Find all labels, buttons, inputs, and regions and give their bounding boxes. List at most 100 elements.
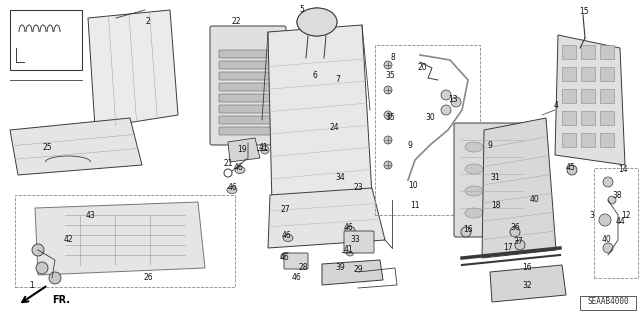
Text: 6: 6 <box>312 71 317 80</box>
Text: 31: 31 <box>490 174 500 182</box>
Circle shape <box>384 86 392 94</box>
Ellipse shape <box>281 253 291 259</box>
Text: 16: 16 <box>522 263 532 272</box>
Circle shape <box>599 214 611 226</box>
Text: 25: 25 <box>42 144 52 152</box>
Text: 46: 46 <box>281 231 291 240</box>
Text: SEAAB4000: SEAAB4000 <box>587 298 629 307</box>
Bar <box>562 45 576 59</box>
Text: 46: 46 <box>233 164 243 173</box>
Bar <box>580 296 636 310</box>
Ellipse shape <box>465 186 483 196</box>
FancyBboxPatch shape <box>219 116 277 124</box>
Bar <box>10 10 82 70</box>
Text: 17: 17 <box>503 243 513 253</box>
Text: 15: 15 <box>579 8 589 17</box>
Circle shape <box>384 61 392 69</box>
Text: 28: 28 <box>298 263 308 272</box>
Text: 35: 35 <box>385 70 395 79</box>
Bar <box>581 45 595 59</box>
Circle shape <box>384 111 392 119</box>
Text: 36: 36 <box>510 224 520 233</box>
Text: 46: 46 <box>291 273 301 283</box>
Circle shape <box>441 90 451 100</box>
FancyBboxPatch shape <box>219 105 277 113</box>
Circle shape <box>567 165 577 175</box>
Bar <box>581 89 595 103</box>
Text: 18: 18 <box>492 201 500 210</box>
Text: 46: 46 <box>280 254 290 263</box>
Circle shape <box>608 196 616 204</box>
Text: 34: 34 <box>335 174 345 182</box>
Text: 8: 8 <box>390 53 396 62</box>
Ellipse shape <box>495 208 513 218</box>
Bar <box>562 89 576 103</box>
Polygon shape <box>555 35 625 165</box>
Polygon shape <box>268 25 372 205</box>
Bar <box>600 89 614 103</box>
Text: FR.: FR. <box>52 295 70 305</box>
FancyBboxPatch shape <box>344 231 374 253</box>
Bar <box>581 133 595 147</box>
FancyBboxPatch shape <box>284 253 308 269</box>
Polygon shape <box>482 118 556 258</box>
Text: 11: 11 <box>410 201 420 210</box>
Bar <box>600 133 614 147</box>
Bar <box>600 67 614 81</box>
Text: 40: 40 <box>530 196 540 204</box>
Text: 43: 43 <box>85 211 95 219</box>
Polygon shape <box>88 10 178 128</box>
Ellipse shape <box>495 186 513 196</box>
Circle shape <box>346 248 354 256</box>
Ellipse shape <box>465 142 483 152</box>
Text: 45: 45 <box>565 164 575 173</box>
Ellipse shape <box>283 234 293 241</box>
Text: 10: 10 <box>408 181 418 189</box>
Text: 19: 19 <box>237 145 247 154</box>
FancyBboxPatch shape <box>454 123 530 237</box>
Circle shape <box>49 272 61 284</box>
Text: 20: 20 <box>417 63 427 72</box>
Text: 39: 39 <box>335 263 345 272</box>
Text: 44: 44 <box>615 218 625 226</box>
Ellipse shape <box>297 8 337 36</box>
Text: 26: 26 <box>143 273 153 283</box>
Text: 12: 12 <box>621 211 631 219</box>
Circle shape <box>510 227 520 237</box>
Circle shape <box>261 146 269 154</box>
Bar <box>562 111 576 125</box>
FancyBboxPatch shape <box>219 50 277 58</box>
Text: 5: 5 <box>300 5 305 14</box>
Ellipse shape <box>345 226 355 234</box>
Circle shape <box>384 136 392 144</box>
Bar <box>15 195 235 287</box>
Text: 7: 7 <box>335 76 340 85</box>
Text: 1: 1 <box>29 280 35 290</box>
Text: 42: 42 <box>63 235 73 244</box>
Circle shape <box>515 240 525 250</box>
FancyBboxPatch shape <box>219 72 277 80</box>
Bar <box>581 111 595 125</box>
Text: 46: 46 <box>343 224 353 233</box>
Text: 2: 2 <box>146 18 150 26</box>
Text: 37: 37 <box>513 238 523 247</box>
Text: 14: 14 <box>618 166 628 174</box>
Polygon shape <box>490 265 566 302</box>
Ellipse shape <box>495 164 513 174</box>
Circle shape <box>603 243 613 253</box>
Text: 24: 24 <box>329 123 339 132</box>
FancyBboxPatch shape <box>219 127 277 135</box>
Bar <box>600 45 614 59</box>
Text: 9: 9 <box>408 140 412 150</box>
Text: 3: 3 <box>589 211 595 219</box>
Text: 13: 13 <box>448 95 458 105</box>
Ellipse shape <box>495 142 513 152</box>
Polygon shape <box>268 188 385 248</box>
Bar <box>375 45 480 215</box>
Text: 32: 32 <box>522 280 532 290</box>
Polygon shape <box>10 118 142 175</box>
Bar <box>581 67 595 81</box>
Ellipse shape <box>465 164 483 174</box>
Circle shape <box>36 262 48 274</box>
Polygon shape <box>228 138 260 162</box>
